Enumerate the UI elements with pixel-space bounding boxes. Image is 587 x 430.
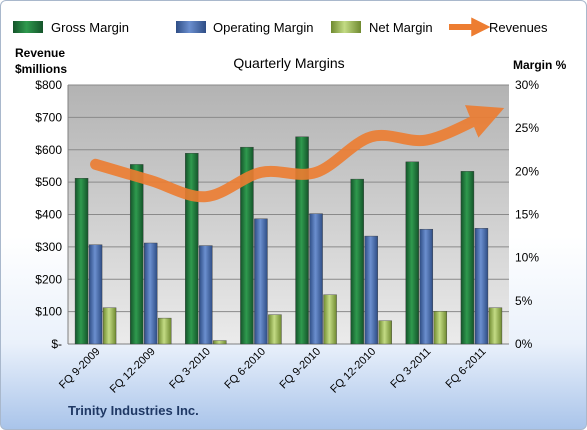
bar-net-margin — [102, 307, 117, 345]
bar-net-margin — [213, 340, 227, 345]
legend-swatch-gross-margin — [13, 21, 43, 33]
bar-gross-margin — [240, 146, 254, 345]
bar-operating-margin — [143, 242, 158, 345]
bar-net-margin — [488, 307, 503, 345]
legend: Gross Margin Operating Margin Net Margin… — [13, 17, 548, 37]
x-tick-label: FQ 6-2011 — [443, 346, 488, 391]
bars — [74, 136, 503, 345]
chart-title: Quarterly Margins — [233, 55, 344, 71]
bar-net-margin — [433, 310, 448, 345]
revenue-line — [90, 105, 505, 203]
x-tick-label: FQ 3-2011 — [388, 346, 433, 391]
left-tick-label: $200 — [35, 272, 62, 286]
bar-net-margin — [323, 294, 337, 345]
bar-net-margin — [378, 320, 392, 345]
legend-label-revenues: Revenues — [489, 20, 548, 35]
legend-swatch-net-margin — [331, 21, 361, 33]
bar-operating-margin — [364, 235, 378, 345]
bar-gross-margin — [74, 178, 89, 345]
x-tick-label: FQ 9-2009 — [57, 346, 103, 392]
bar-operating-margin — [199, 245, 213, 345]
left-axis-title-line1: Revenue — [15, 46, 65, 60]
right-tick-label: 5% — [515, 294, 533, 308]
bar-operating-margin — [88, 244, 103, 345]
x-tick-label: FQ 6-2010 — [222, 346, 268, 392]
right-tick-label: 25% — [515, 121, 539, 135]
x-tick-label: FQ 12-2010 — [328, 346, 378, 396]
legend-label-gross-margin: Gross Margin — [51, 20, 129, 35]
right-tick-label: 20% — [515, 164, 539, 178]
bar-gross-margin — [129, 164, 144, 345]
left-tick-label: $700 — [35, 110, 62, 124]
x-axis: FQ 9-2009 FQ 12-2009 FQ 3-2010 FQ 6-2010 FQ … — [57, 346, 489, 396]
right-axis-title: Margin % — [513, 58, 567, 72]
legend-label-operating-margin: Operating Margin — [213, 20, 313, 35]
bar-operating-margin — [419, 228, 434, 345]
right-tick-label: 0% — [515, 337, 533, 351]
bar-gross-margin — [185, 153, 199, 345]
bar-gross-margin — [460, 171, 475, 345]
right-tick-label: 30% — [515, 78, 539, 92]
left-tick-label: $400 — [35, 208, 62, 222]
x-tick-label: FQ 12-2009 — [108, 346, 158, 396]
bar-operating-margin — [254, 218, 268, 345]
bar-net-margin — [268, 314, 282, 345]
bar-net-margin — [157, 317, 172, 345]
bar-gross-margin — [405, 161, 420, 345]
left-tick-label: $100 — [35, 305, 62, 319]
x-tick-label: FQ 3-2010 — [167, 346, 213, 392]
bar-operating-margin — [309, 213, 323, 345]
bar-operating-margin — [474, 228, 489, 345]
left-tick-label: $300 — [35, 240, 62, 254]
legend-label-net-margin: Net Margin — [369, 20, 433, 35]
right-tick-label: 15% — [515, 208, 539, 222]
bar-gross-margin — [295, 136, 309, 345]
x-tick-label: FQ 9-2010 — [278, 346, 324, 392]
left-axis-title-line2: $millions — [15, 62, 67, 76]
right-axis: 0% 5% 10% 15% 20% 25% 30% — [515, 78, 539, 351]
revenue-line-path — [90, 105, 505, 203]
bar-gross-margin — [350, 178, 364, 345]
left-tick-label: $500 — [35, 175, 62, 189]
left-tick-label: $800 — [35, 78, 62, 92]
left-tick-label: $600 — [35, 143, 62, 157]
left-tick-label: $- — [51, 337, 62, 351]
company-name: Trinity Industries Inc. — [68, 403, 199, 418]
legend-swatch-operating-margin — [176, 21, 206, 33]
left-axis: $- $100 $200 $300 $400 $500 $600 $700 $800 — [35, 78, 509, 351]
right-tick-label: 10% — [515, 251, 539, 265]
